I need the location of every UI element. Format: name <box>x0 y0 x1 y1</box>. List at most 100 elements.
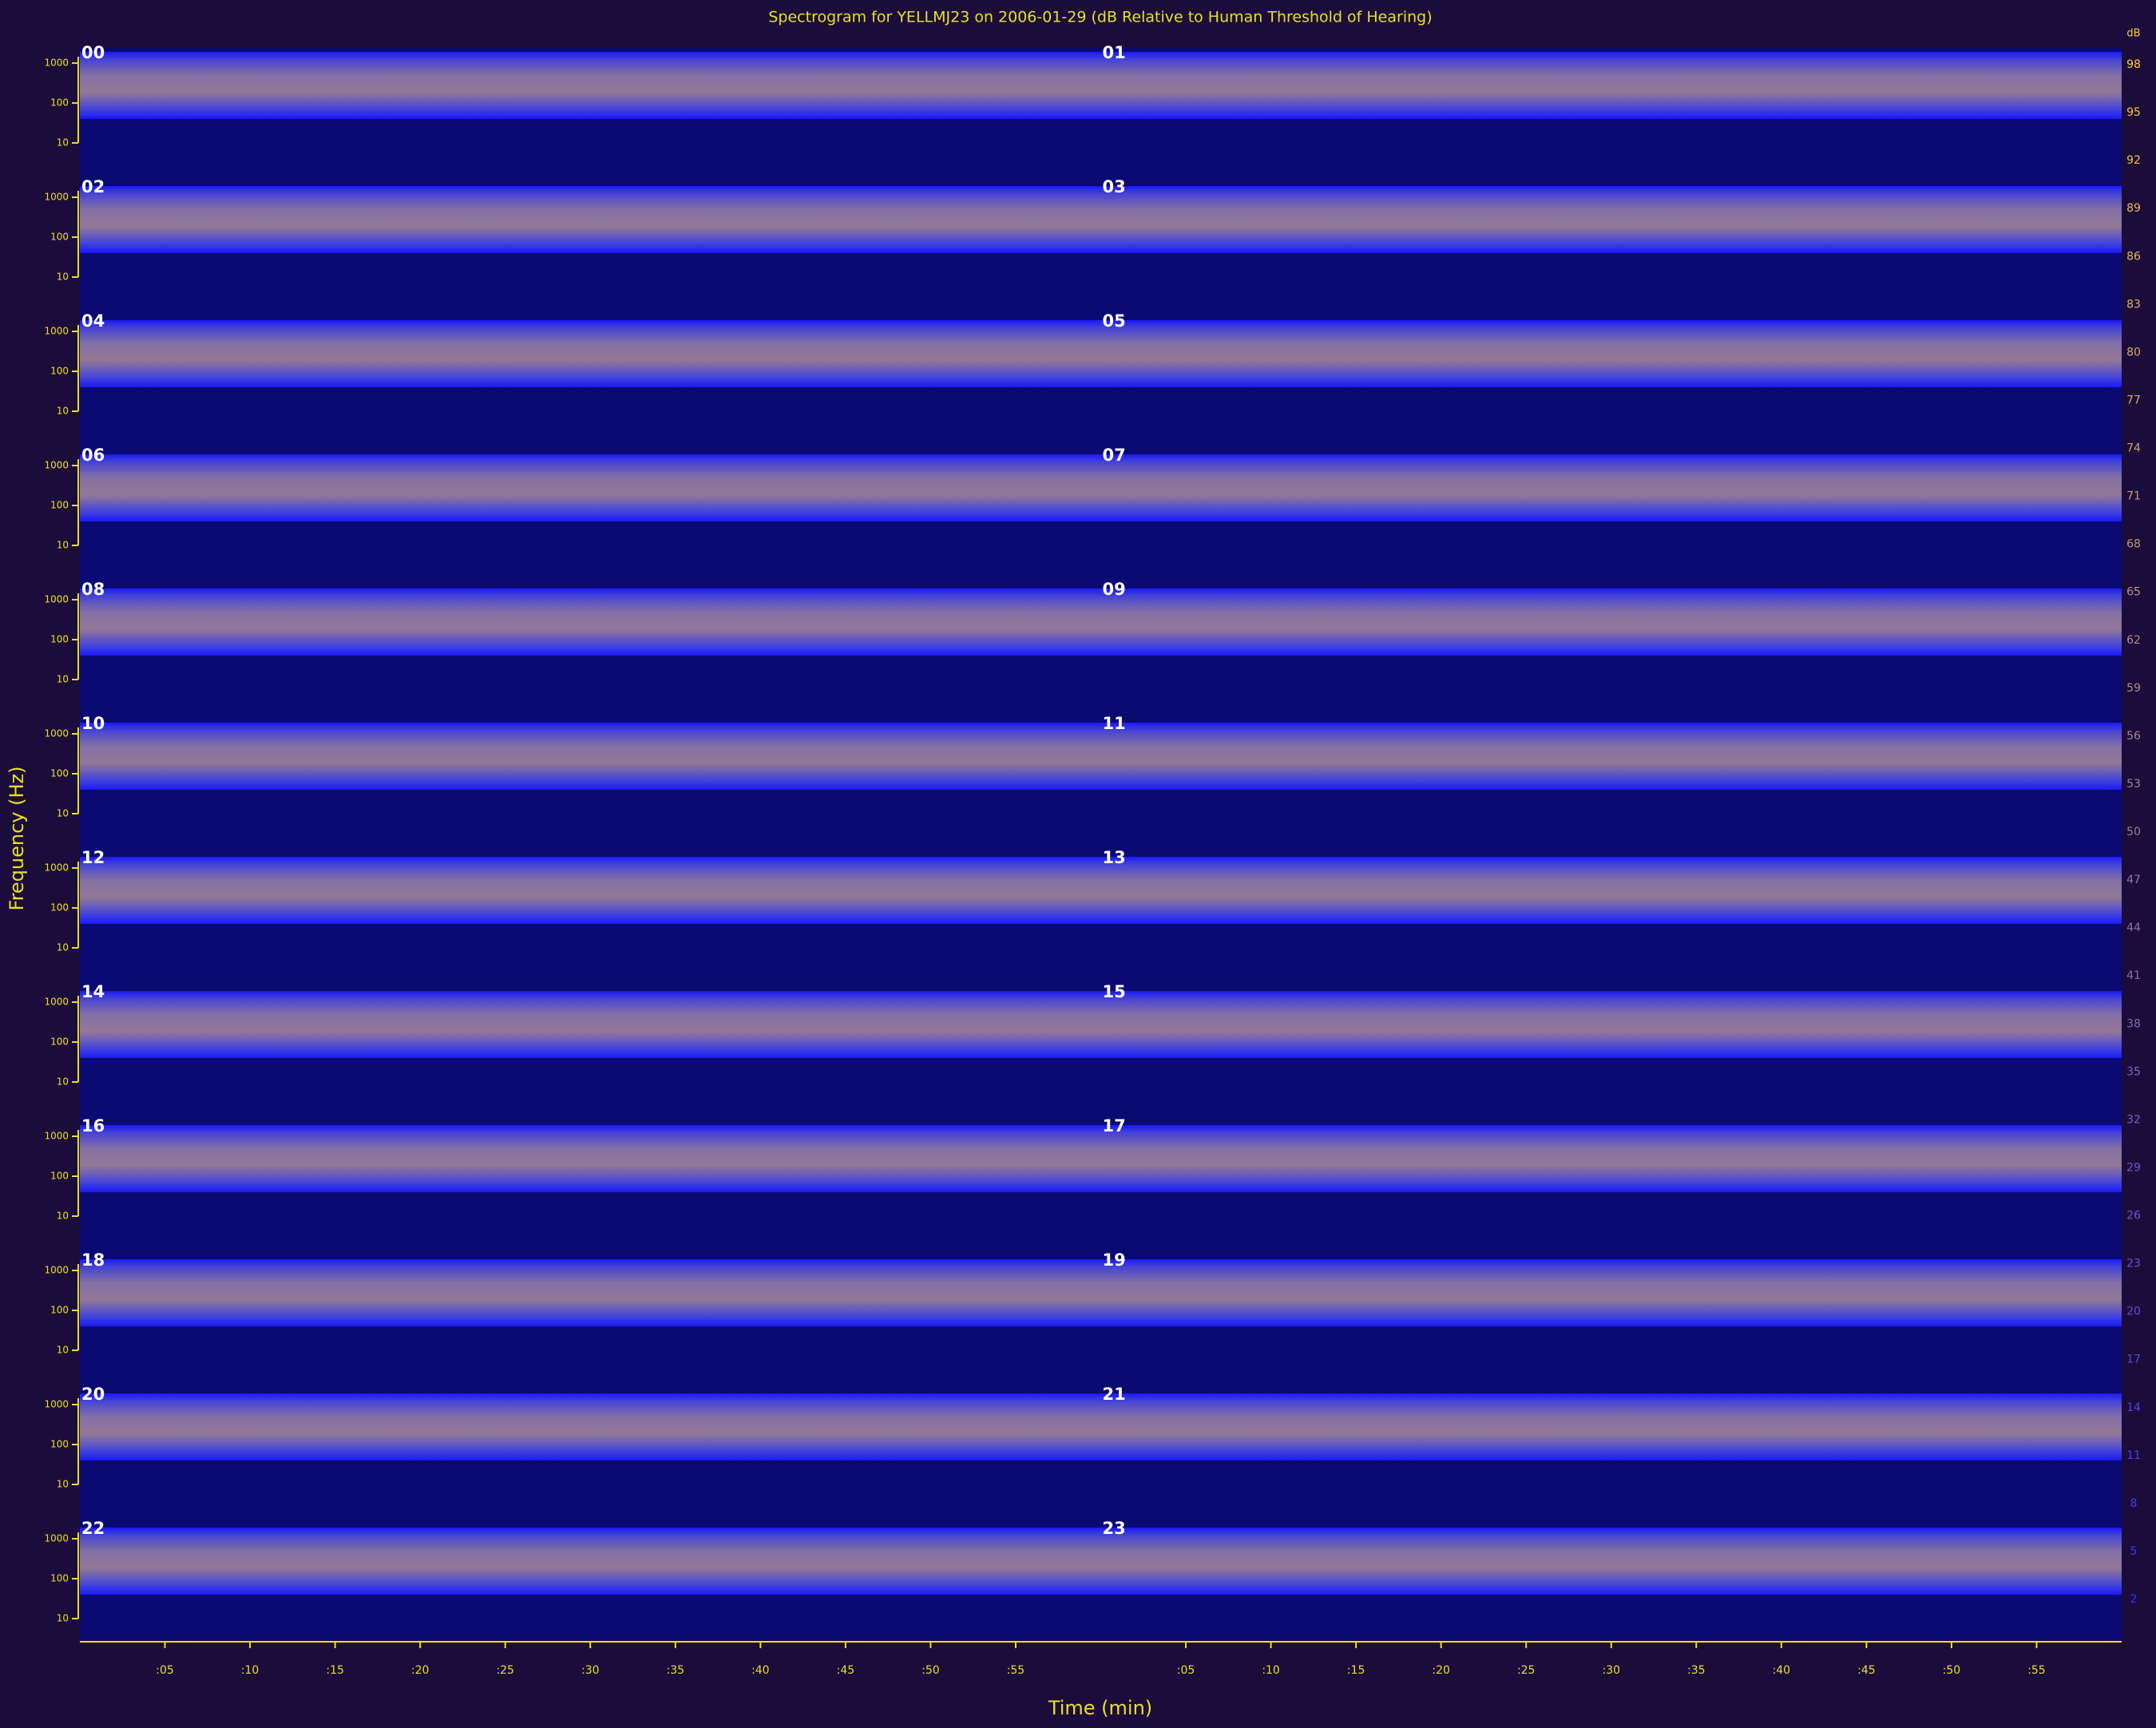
x-tick-label: :45 <box>1857 1664 1876 1677</box>
spectrogram-band <box>1100 991 2122 1058</box>
colorbar-tick-label: 20 <box>2126 1306 2141 1318</box>
spectrogram-band <box>1100 52 2122 119</box>
x-tick-label: :30 <box>1602 1664 1620 1677</box>
colorbar-tick-label: 41 <box>2126 969 2141 982</box>
panel-label: 02 <box>81 177 105 196</box>
colorbar-tick-label: 5 <box>2130 1545 2138 1558</box>
colorbar-tick-label: 62 <box>2126 634 2141 647</box>
panel-label: 00 <box>81 43 105 62</box>
panel-label: 11 <box>1103 714 1126 733</box>
x-tick-label: :20 <box>411 1664 430 1677</box>
x-tick-label: :05 <box>156 1664 174 1677</box>
panel-label: 16 <box>81 1116 105 1135</box>
y-tick-label: 1000 <box>44 594 69 605</box>
spectrogram-band <box>1100 857 2122 924</box>
y-tick-label: 1000 <box>44 728 69 739</box>
y-tick-label: 10 <box>57 271 69 283</box>
colorbar-tick-label: 8 <box>2130 1497 2138 1510</box>
spectrogram-band <box>1100 454 2122 521</box>
y-tick-label: 1000 <box>44 192 69 203</box>
colorbar-tick-label: 86 <box>2126 250 2141 263</box>
x-tick-label: :55 <box>2027 1664 2046 1677</box>
spectrogram-band <box>1100 1125 2122 1192</box>
y-tick-label: 100 <box>50 634 69 645</box>
x-tick-label: :45 <box>837 1664 855 1677</box>
panel-label: 20 <box>81 1385 105 1404</box>
y-tick-label: 10 <box>57 1211 69 1222</box>
y-tick-label: 10 <box>57 942 69 953</box>
y-axis-label: Frequency (Hz) <box>6 767 28 911</box>
x-tick-label: :15 <box>326 1664 344 1677</box>
panel-label: 01 <box>1103 43 1126 62</box>
y-tick-label: 100 <box>50 1036 69 1048</box>
colorbar-tick-label: 71 <box>2126 490 2141 503</box>
y-tick-label: 1000 <box>44 997 69 1008</box>
panel-label: 07 <box>1103 446 1126 465</box>
x-tick-label: :50 <box>1943 1664 1961 1677</box>
spectrogram-band <box>1100 723 2122 790</box>
panel-label: 14 <box>81 982 105 1001</box>
x-tick-label: :40 <box>1773 1664 1791 1677</box>
plot-area <box>80 48 2122 1640</box>
panel-label: 15 <box>1103 982 1126 1001</box>
y-tick-label: 100 <box>50 366 69 377</box>
colorbar-tick-label: 14 <box>2126 1401 2141 1414</box>
x-tick-label: :40 <box>751 1664 770 1677</box>
x-tick-label: :05 <box>1177 1664 1195 1677</box>
y-tick-label: 10 <box>57 406 69 417</box>
panel-label: 22 <box>81 1519 105 1538</box>
x-tick-label: :20 <box>1432 1664 1450 1677</box>
spectrogram-band <box>80 52 1101 119</box>
spectrogram-band <box>80 1125 1101 1192</box>
y-tick-label: 100 <box>50 1305 69 1316</box>
colorbar-tick-label: 98 <box>2126 58 2141 71</box>
x-tick-label: :55 <box>1007 1664 1025 1677</box>
y-tick-label: 100 <box>50 97 69 109</box>
spectrogram-band <box>80 1259 1101 1326</box>
colorbar-tick-label: 53 <box>2126 778 2141 791</box>
panel-label: 19 <box>1103 1250 1126 1270</box>
colorbar-tick-label: 32 <box>2126 1113 2141 1126</box>
y-tick-label: 10 <box>57 1345 69 1356</box>
panel-label: 10 <box>81 714 105 733</box>
x-tick-label: :15 <box>1347 1664 1365 1677</box>
y-tick-label: 1000 <box>44 1131 69 1142</box>
colorbar-tick-label: 2 <box>2130 1593 2138 1606</box>
y-tick-label: 10 <box>57 808 69 819</box>
spectrogram-band <box>80 857 1101 924</box>
y-tick-label: 1000 <box>44 57 69 69</box>
colorbar-tick-label: 89 <box>2126 202 2141 215</box>
x-tick-label: :25 <box>1517 1664 1536 1677</box>
chart-title: Spectrogram for YELLMJ23 on 2006-01-29 (… <box>768 9 1432 26</box>
x-tick-label: :35 <box>1687 1664 1706 1677</box>
colorbar-tick-label: 68 <box>2126 538 2141 551</box>
x-tick-label: :25 <box>496 1664 514 1677</box>
colorbar-tick-label: 17 <box>2126 1353 2141 1366</box>
spectrogram-band <box>80 991 1101 1058</box>
colorbar-tick-label: 50 <box>2126 826 2141 838</box>
panel-label: 09 <box>1103 580 1126 599</box>
colorbar-tick-label: 44 <box>2126 921 2141 934</box>
panel-label: 04 <box>81 311 105 331</box>
spectrogram-band <box>80 454 1101 521</box>
spectrogram-band <box>1100 1528 2122 1595</box>
y-tick-label: 100 <box>50 902 69 914</box>
panel-label: 23 <box>1103 1519 1126 1538</box>
x-tick-label: :50 <box>921 1664 940 1677</box>
y-tick-label: 1000 <box>44 1265 69 1276</box>
spectrogram-band <box>1100 320 2122 387</box>
y-tick-label: 10 <box>57 540 69 551</box>
colorbar-tick-label: 59 <box>2126 682 2141 695</box>
spectrogram-band <box>80 723 1101 790</box>
colorbar-tick-label: 38 <box>2126 1017 2141 1030</box>
colorbar-label: dB <box>2126 28 2140 40</box>
spectrogram-band <box>1100 1259 2122 1326</box>
y-tick-label: 10 <box>57 674 69 685</box>
y-tick-label: 10 <box>57 137 69 149</box>
spectrogram-band <box>80 186 1101 253</box>
colorbar-tick-label: 35 <box>2126 1065 2141 1078</box>
y-tick-label: 1000 <box>44 326 69 337</box>
colorbar-tick-label: 47 <box>2126 874 2141 886</box>
